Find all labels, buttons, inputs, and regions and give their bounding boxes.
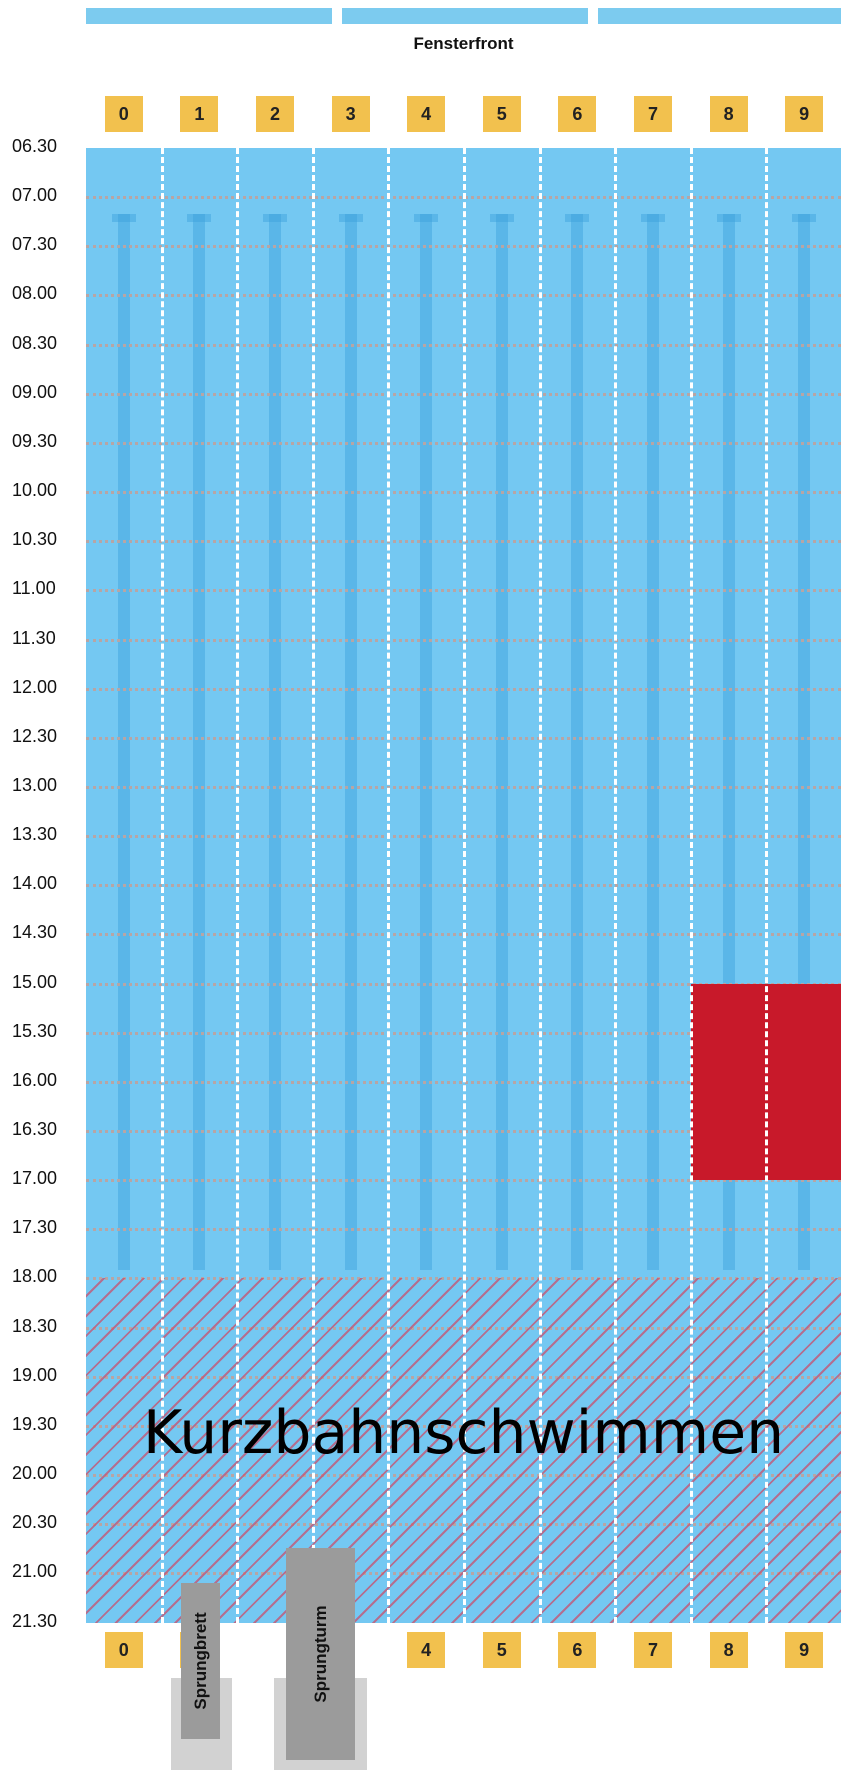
time-label: 07.30 (12, 234, 58, 255)
lane-line-cap-3 (338, 214, 363, 222)
lane-badge-top-1: 1 (180, 96, 219, 132)
lane-badge-top-6: 6 (558, 96, 597, 132)
lane-badge-top-9: 9 (785, 96, 824, 132)
time-label: 10.30 (12, 529, 58, 550)
time-label: 21.30 (12, 1610, 58, 1631)
lane-badge-top-3: 3 (331, 96, 370, 132)
time-label: 15.30 (12, 1020, 58, 1041)
lane-badge-top-0: 0 (104, 96, 143, 132)
lane-divider (538, 148, 542, 1623)
time-label: 20.30 (12, 1512, 58, 1533)
time-label: 16.00 (12, 1069, 58, 1090)
time-label: 15.00 (12, 971, 58, 992)
lane-badge-bottom-8: 8 (709, 1632, 748, 1668)
lane-badge-bottom-7: 7 (634, 1632, 672, 1668)
lane-divider (236, 148, 240, 1623)
lane-line-cap-2 (263, 214, 287, 222)
lane-line-cap-9 (792, 214, 817, 222)
lane-divider (463, 148, 466, 1623)
time-label: 10.00 (12, 480, 58, 501)
window-1 (86, 8, 332, 24)
lane-divider (689, 148, 693, 1623)
lane-badge-top-5: 5 (482, 96, 521, 132)
time-label: 11.30 (12, 627, 56, 648)
lane-line-6 (571, 214, 584, 1270)
time-label: 08.30 (12, 332, 58, 353)
lane-badge-top-7: 7 (634, 96, 672, 132)
time-label: 12.30 (12, 725, 58, 746)
lane-line-cap-4 (414, 214, 439, 222)
time-label: 09.30 (12, 430, 58, 451)
time-label: 20.00 (12, 1463, 58, 1484)
time-label: 14.00 (12, 873, 58, 894)
window-2 (342, 8, 588, 24)
lane-line-cap-5 (489, 214, 514, 222)
lane-line-cap-0 (111, 214, 136, 222)
lane-badge-bottom-5: 5 (482, 1632, 521, 1668)
lane-badge-bottom-9: 9 (785, 1632, 824, 1668)
lane-line-0 (117, 214, 130, 1270)
time-label: 14.30 (12, 922, 58, 943)
lane-divider (765, 148, 769, 1623)
lane-badge-bottom-0: 0 (104, 1632, 143, 1668)
time-label: 12.00 (12, 676, 58, 697)
lane-badge-bottom-4: 4 (407, 1632, 446, 1668)
time-label: 08.00 (12, 283, 58, 304)
lane-divider (614, 148, 618, 1623)
diving-tower[interactable]: Sprungturm (286, 1548, 355, 1760)
lane-line-3 (344, 214, 357, 1270)
lane-divider (160, 148, 164, 1623)
time-label: 11.00 (12, 578, 56, 599)
lane-line-7 (647, 214, 659, 1270)
time-label: 06.30 (12, 136, 58, 156)
lane-line-1 (193, 214, 206, 1270)
lane-badge-top-8: 8 (709, 96, 748, 132)
time-label: 17.30 (12, 1217, 58, 1238)
time-label: 07.00 (12, 185, 58, 206)
time-label: 18.00 (12, 1266, 58, 1287)
lane-line-5 (495, 214, 508, 1270)
lane-line-cap-6 (565, 214, 590, 222)
lane-line-cap-8 (716, 214, 741, 222)
lane-badge-top-2: 2 (256, 96, 294, 132)
lane-line-2 (269, 214, 281, 1270)
time-label: 17.00 (12, 1168, 58, 1189)
lane-divider (387, 148, 391, 1623)
time-label: 18.30 (12, 1315, 58, 1336)
time-label: 09.00 (12, 381, 58, 402)
springboard-label: Sprungbrett (190, 1612, 210, 1710)
springboard[interactable]: Sprungbrett (181, 1583, 220, 1739)
lane-line-cap-1 (187, 214, 212, 222)
lane-line-cap-7 (641, 214, 665, 222)
window-front-label: Fensterfront (413, 34, 514, 53)
time-label: 13.00 (12, 774, 58, 795)
time-label: 16.30 (12, 1119, 58, 1139)
time-label: 13.30 (12, 824, 58, 845)
time-label: 21.00 (12, 1561, 58, 1582)
lane-badge-top-4: 4 (407, 96, 446, 132)
lane-badge-bottom-6: 6 (558, 1632, 597, 1668)
time-label: 19.00 (12, 1364, 58, 1385)
diving-tower-label: Sprungturm (310, 1605, 330, 1703)
lane-divider (311, 148, 315, 1623)
time-label: 19.30 (12, 1413, 58, 1434)
short-course-label: Kurzbahnschwimmen (142, 1398, 785, 1468)
pool-schedule: Kurzbahnschwimmen (86, 148, 841, 1623)
window-3 (598, 8, 841, 24)
lane-line-4 (420, 214, 433, 1270)
